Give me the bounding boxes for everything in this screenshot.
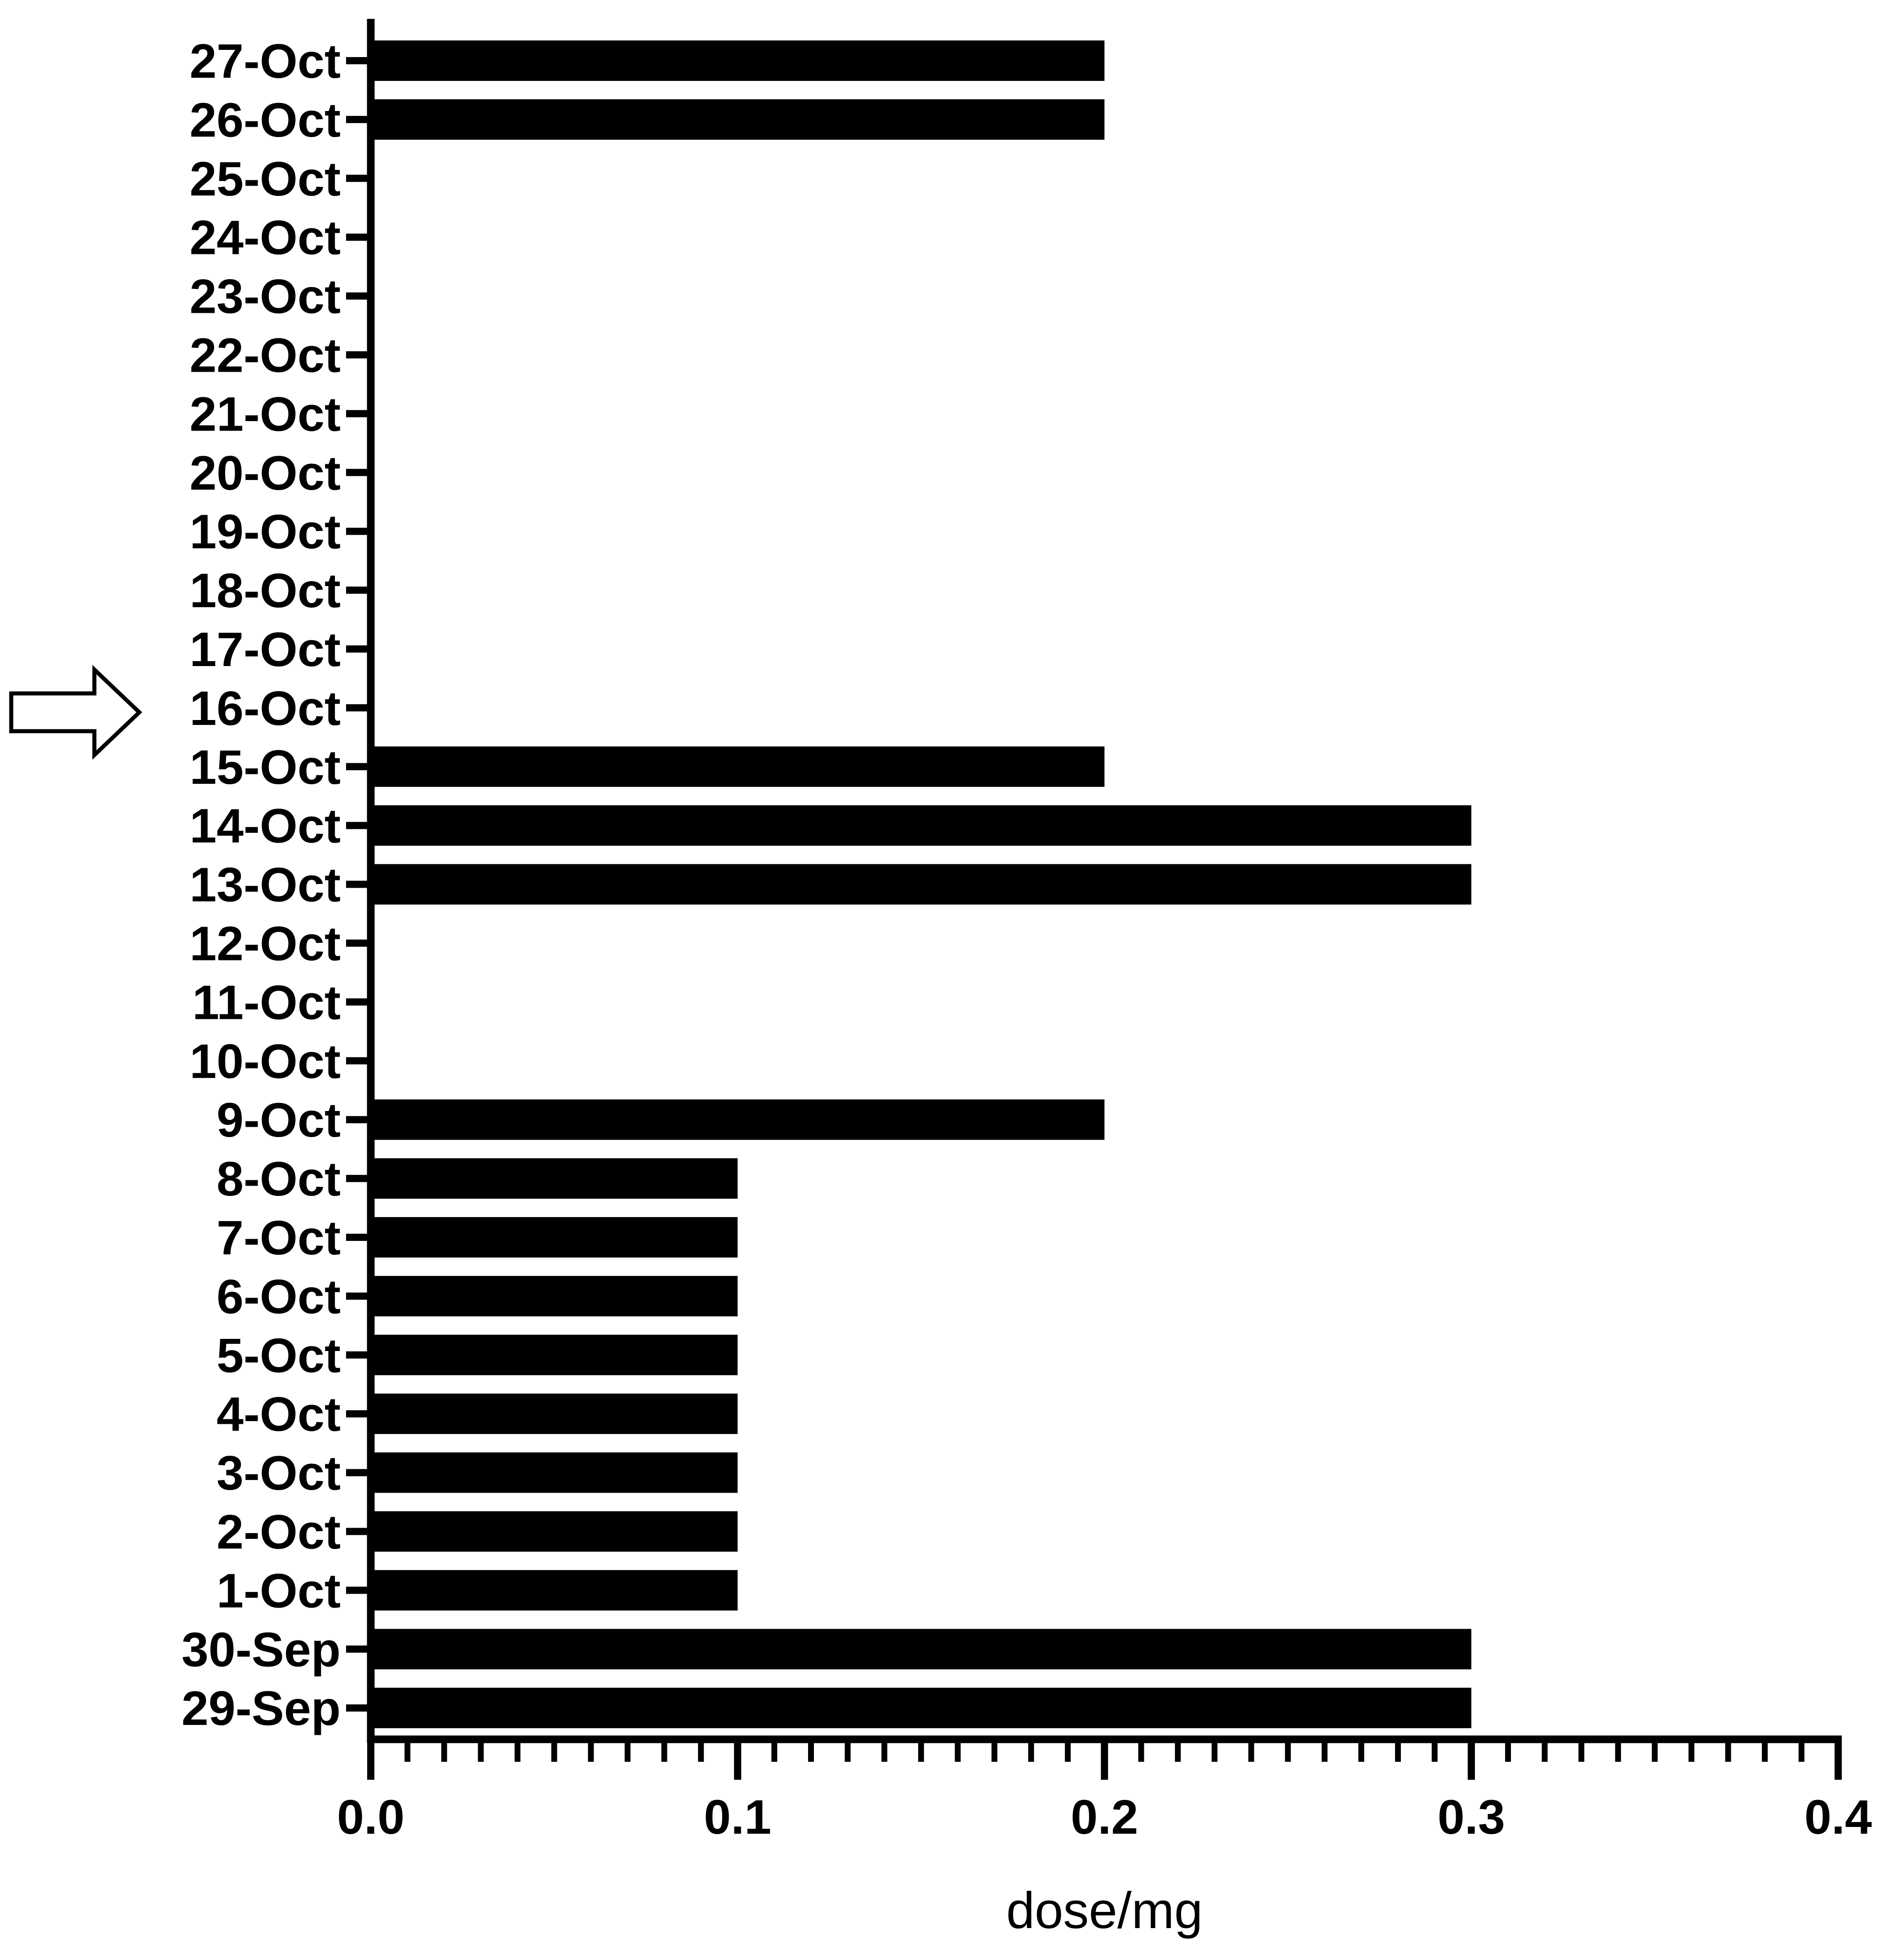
y-tick-label: 29-Sep bbox=[182, 1681, 341, 1735]
y-tick-label: 4-Oct bbox=[217, 1387, 341, 1441]
bar-2-Oct bbox=[371, 1511, 738, 1552]
bar-7-Oct bbox=[371, 1217, 738, 1258]
y-tick-label: 7-Oct bbox=[217, 1210, 341, 1265]
y-tick-label: 18-Oct bbox=[190, 563, 341, 618]
bar-5-Oct bbox=[371, 1334, 738, 1375]
y-tick-label: 26-Oct bbox=[190, 93, 341, 147]
bar-14-Oct bbox=[371, 805, 1471, 846]
y-tick-label: 15-Oct bbox=[190, 740, 341, 794]
right-arrow-icon bbox=[9, 665, 142, 760]
bar-4-Oct bbox=[371, 1393, 738, 1434]
y-tick-label: 5-Oct bbox=[217, 1328, 341, 1382]
x-tick-label: 0.3 bbox=[1438, 1790, 1505, 1844]
y-tick-label: 11-Oct bbox=[192, 975, 341, 1029]
y-tick-label: 6-Oct bbox=[217, 1269, 341, 1324]
y-tick-label: 25-Oct bbox=[190, 151, 341, 206]
y-tick-label: 30-Sep bbox=[182, 1622, 341, 1676]
bar-15-Oct bbox=[371, 746, 1105, 787]
bars-group bbox=[371, 40, 1471, 1729]
y-tick-label: 8-Oct bbox=[217, 1151, 341, 1206]
y-tick-label: 16-Oct bbox=[190, 681, 341, 735]
bar-30-Sep bbox=[371, 1629, 1471, 1670]
annotations-group bbox=[9, 665, 142, 760]
y-tick-label: 3-Oct bbox=[217, 1446, 341, 1500]
y-tick-label: 20-Oct bbox=[190, 445, 341, 500]
bar-29-Sep bbox=[371, 1688, 1471, 1729]
y-tick-label: 13-Oct bbox=[190, 858, 341, 912]
y-tick-labels-group: 27-Oct26-Oct25-Oct24-Oct23-Oct22-Oct21-O… bbox=[182, 34, 341, 1735]
bar-3-Oct bbox=[371, 1452, 738, 1493]
x-tick-label: 0.2 bbox=[1071, 1790, 1138, 1844]
bar-13-Oct bbox=[371, 864, 1471, 905]
x-tick-label: 0.4 bbox=[1804, 1790, 1872, 1844]
x-tick-label: 0.1 bbox=[704, 1790, 771, 1844]
bar-9-Oct bbox=[371, 1099, 1105, 1140]
y-tick-label: 12-Oct bbox=[190, 916, 341, 971]
y-tick-label: 14-Oct bbox=[190, 799, 341, 853]
y-tick-label: 1-Oct bbox=[217, 1563, 341, 1618]
y-tick-label: 27-Oct bbox=[190, 34, 341, 88]
y-tick-label: 22-Oct bbox=[190, 328, 341, 382]
bar-1-Oct bbox=[371, 1570, 738, 1611]
y-tick-label: 24-Oct bbox=[190, 210, 341, 265]
y-tick-label: 10-Oct bbox=[190, 1034, 341, 1088]
y-tick-label: 9-Oct bbox=[217, 1093, 341, 1147]
x-tick-label: 0.0 bbox=[337, 1790, 404, 1844]
x-tick-labels-group: 0.0 0.1 0.2 0.3 0.4 bbox=[337, 1790, 1872, 1844]
x-axis-title: dose/mg bbox=[1006, 1882, 1203, 1939]
y-tick-label: 2-Oct bbox=[217, 1505, 341, 1559]
y-tick-label: 19-Oct bbox=[190, 504, 341, 559]
y-tick-label: 21-Oct bbox=[190, 387, 341, 441]
bar-8-Oct bbox=[371, 1158, 738, 1199]
bar-27-Oct bbox=[371, 40, 1105, 81]
y-tick-label: 17-Oct bbox=[190, 622, 341, 676]
bar-26-Oct bbox=[371, 99, 1105, 140]
y-ticks-group bbox=[346, 57, 371, 1712]
y-tick-label: 23-Oct bbox=[190, 269, 341, 324]
bar-6-Oct bbox=[371, 1276, 738, 1316]
